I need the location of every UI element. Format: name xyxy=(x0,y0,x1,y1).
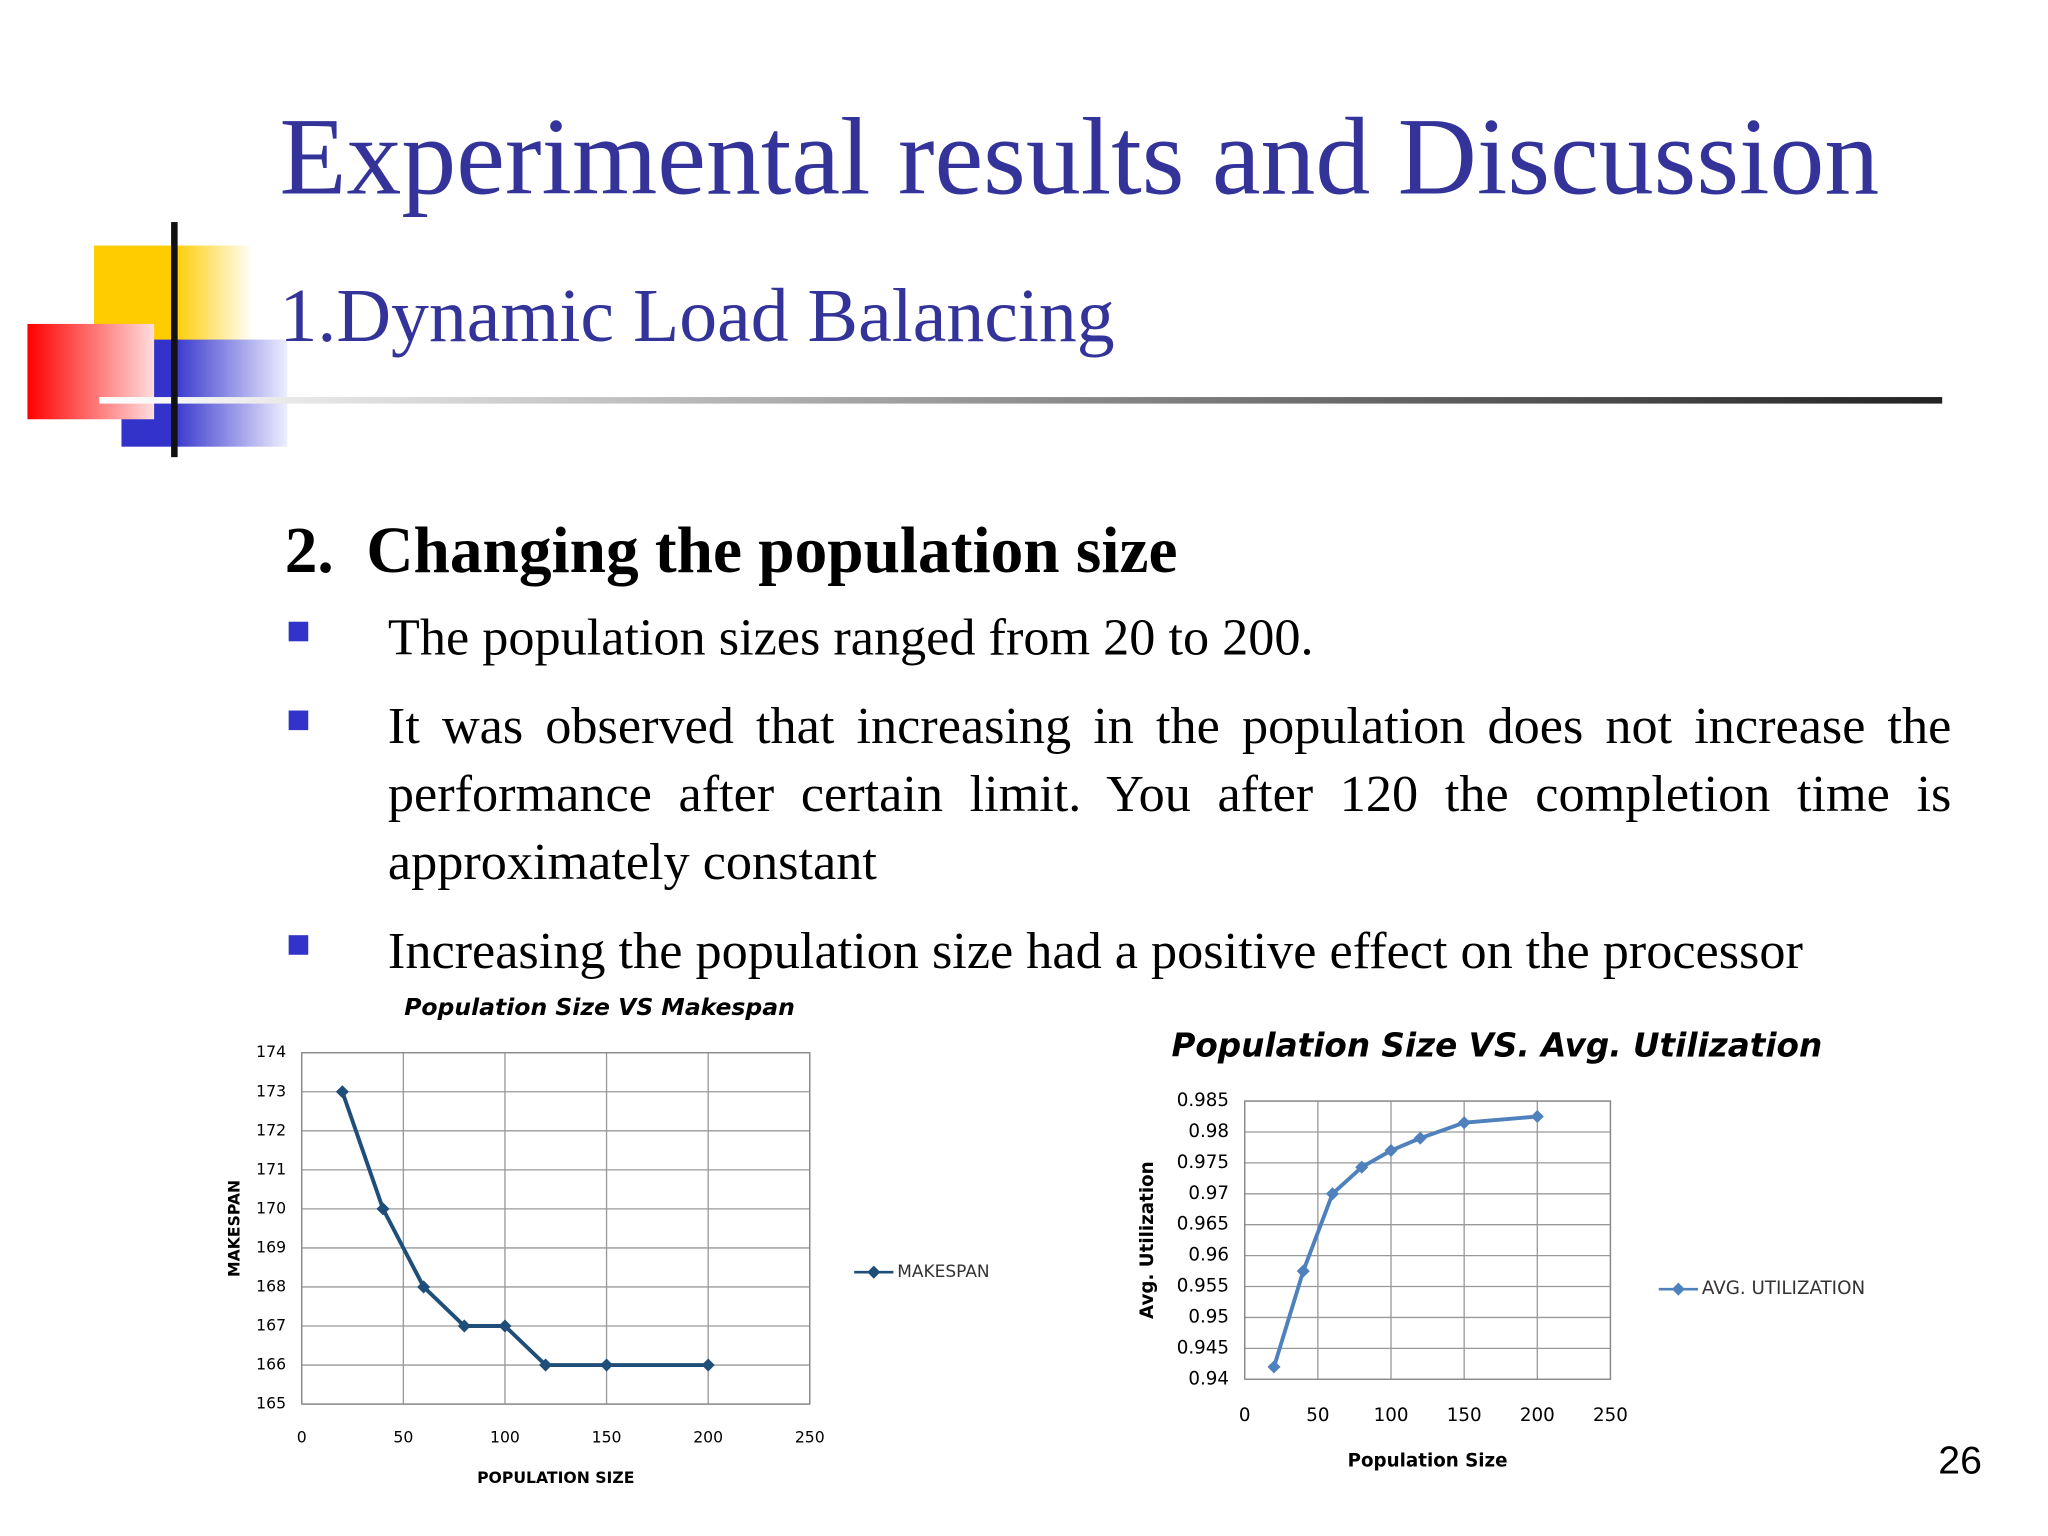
data-point xyxy=(1267,1360,1281,1374)
x-tick-label: 0 xyxy=(1239,1405,1251,1426)
y-tick-label: 0.97 xyxy=(1188,1183,1229,1204)
y-tick-label: 0.96 xyxy=(1188,1245,1229,1266)
y-tick-label: 0.98 xyxy=(1188,1121,1229,1142)
data-point xyxy=(1296,1264,1310,1278)
bullet-text: The population sizes ranged from 20 to 2… xyxy=(387,607,1314,667)
y-tick-label: 0.985 xyxy=(1177,1090,1229,1111)
y-tick-label: 0.94 xyxy=(1188,1368,1229,1389)
slide-title: Experimental results and Discussion xyxy=(279,96,1880,219)
x-tick-label: 50 xyxy=(1306,1405,1329,1426)
page-number: 26 xyxy=(1938,1439,1982,1483)
y-tick-label: 0.955 xyxy=(1177,1276,1229,1297)
y-axis-label: Avg. Utilization xyxy=(1137,1161,1158,1319)
bullet-marker xyxy=(288,621,309,642)
section-heading: 2. Changing the population size xyxy=(284,513,1178,587)
y-axis-label: MAKESPAN xyxy=(225,1180,244,1277)
chart-title: Population Size VS Makespan xyxy=(404,993,795,1021)
y-tick-label: 0.975 xyxy=(1177,1152,1229,1173)
series-line xyxy=(340,1091,709,1368)
data-point xyxy=(1457,1116,1471,1130)
data-point xyxy=(1325,1187,1340,1201)
data-point xyxy=(701,1358,715,1372)
x-tick-label: 100 xyxy=(1374,1405,1409,1426)
data-point xyxy=(1384,1143,1398,1158)
data-point xyxy=(335,1085,349,1099)
legend-marker xyxy=(1671,1282,1685,1296)
y-tick-label: 174 xyxy=(256,1042,286,1061)
slide-subtitle: 1.Dynamic Load Balancing xyxy=(279,272,1115,358)
legend-label: MAKESPAN xyxy=(897,1262,989,1282)
bullet-marker xyxy=(288,710,309,731)
series-line xyxy=(1272,1114,1538,1368)
y-tick-label: 171 xyxy=(256,1159,286,1178)
data-point xyxy=(1413,1131,1427,1145)
y-tick-label: 172 xyxy=(256,1120,286,1139)
x-tick-label: 100 xyxy=(490,1428,520,1447)
x-tick-label: 150 xyxy=(592,1428,622,1447)
bullet-marker xyxy=(288,935,309,955)
x-tick-label: 150 xyxy=(1447,1405,1482,1426)
x-axis-label: POPULATION SIZE xyxy=(477,1468,634,1487)
decoration xyxy=(27,222,1943,458)
y-tick-label: 167 xyxy=(256,1316,286,1335)
y-tick-label: 165 xyxy=(256,1394,286,1413)
y-tick-label: 169 xyxy=(256,1237,286,1256)
x-axis-label: Population Size xyxy=(1348,1451,1508,1472)
x-tick-label: 200 xyxy=(1520,1405,1555,1426)
data-point xyxy=(498,1319,512,1333)
data-point xyxy=(600,1358,614,1372)
bullet-text: It was observed that increasing in the p… xyxy=(387,696,1952,891)
data-point xyxy=(417,1280,431,1294)
y-tick-label: 166 xyxy=(256,1355,286,1374)
chart-title: Population Size VS. Avg. Utilization xyxy=(1171,1027,1822,1065)
x-tick-label: 0 xyxy=(297,1428,307,1447)
x-tick-label: 200 xyxy=(693,1428,723,1447)
y-tick-label: 173 xyxy=(256,1081,286,1100)
data-point xyxy=(1530,1109,1544,1124)
y-tick-label: 0.965 xyxy=(1177,1214,1229,1235)
plot-frame xyxy=(301,1052,811,1405)
data-point xyxy=(457,1319,471,1333)
y-tick-label: 170 xyxy=(256,1198,286,1217)
data-point xyxy=(539,1358,553,1372)
bullet-text: Increasing the population size had a pos… xyxy=(387,920,1803,980)
y-tick-label: 168 xyxy=(256,1276,286,1295)
legend-label: AVG. UTILIZATION xyxy=(1702,1278,1865,1299)
y-tick-label: 0.945 xyxy=(1177,1337,1229,1358)
y-tick-label: 0.95 xyxy=(1188,1306,1229,1327)
legend-marker xyxy=(867,1265,881,1279)
plot-frame xyxy=(1244,1100,1612,1380)
x-tick-label: 50 xyxy=(393,1428,413,1447)
x-tick-label: 250 xyxy=(795,1428,825,1447)
x-tick-label: 250 xyxy=(1593,1405,1628,1426)
